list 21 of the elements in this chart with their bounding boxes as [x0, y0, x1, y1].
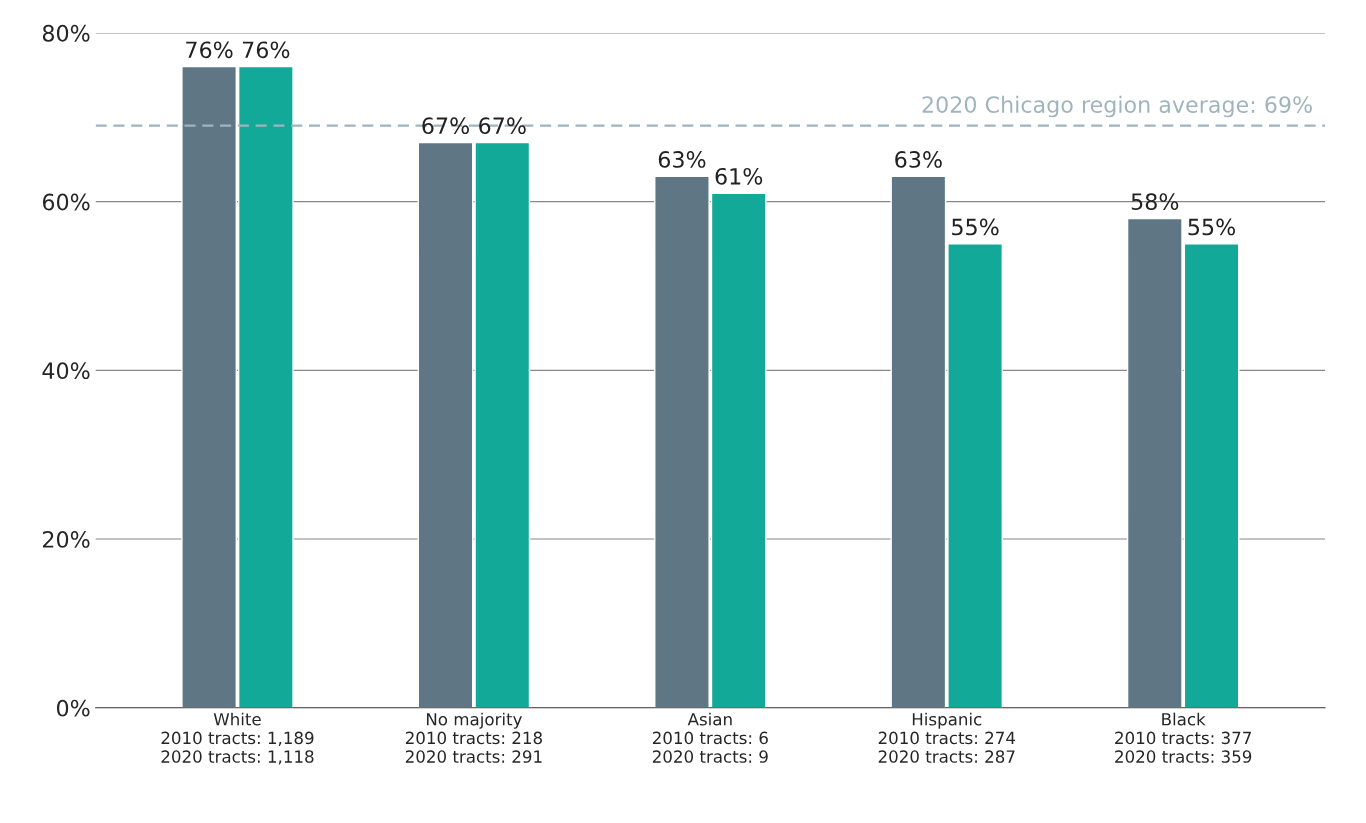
- data-label: 61%: [715, 167, 763, 185]
- y-tick-label: 0%: [56, 699, 90, 717]
- ref-line-label: 2020 Chicago region average: 69%: [922, 95, 1312, 118]
- x-tick-label: White 2010 tracts: 1,189 2020 tracts: 1,118: [161, 712, 314, 765]
- y-tick-label: 20%: [42, 531, 90, 548]
- x-tick-label: Hispanic 2010 tracts: 274 2020 tracts: 287: [878, 712, 1016, 763]
- x-tick-label: Asian 2010 tracts: 6 2020 tracts: 9: [652, 712, 768, 763]
- data-label: 55%: [952, 218, 999, 236]
- data-label: 67%: [422, 117, 469, 135]
- data-label: 63%: [895, 151, 942, 168]
- y-tick-label: 80%: [42, 24, 90, 42]
- data-label: 58%: [1131, 193, 1179, 211]
- y-tick-label: 40%: [42, 362, 90, 380]
- data-label: 63%: [658, 151, 706, 168]
- x-tick-label: Black 2010 tracts: 377 2020 tracts: 359: [1115, 712, 1252, 763]
- y-tick-label: 60%: [42, 193, 90, 211]
- x-tick-label: No majority 2010 tracts: 218 2020 tracts: 291: [405, 712, 542, 763]
- data-label: 76%: [242, 41, 290, 59]
- data-label: 67%: [479, 117, 526, 135]
- data-label: 55%: [1188, 218, 1236, 236]
- data-label: 76%: [186, 41, 233, 59]
